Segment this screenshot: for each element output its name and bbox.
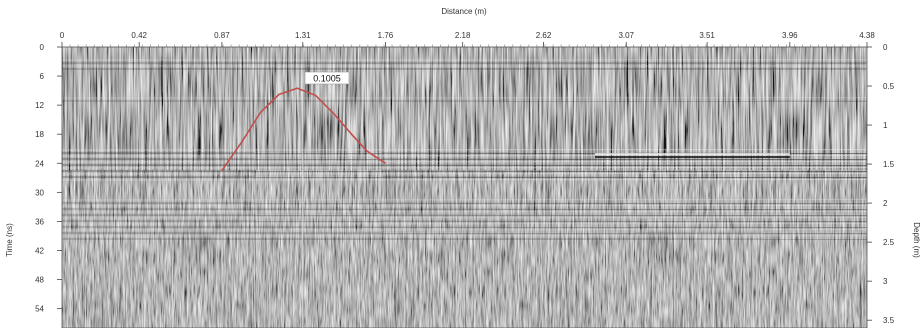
reflector-line [62,204,867,207]
y-axis-depth-title: Depth (m) [912,222,921,258]
y-axis-depth: 0 0.5 1 1.5 2 2.5 3 3.5 [867,43,895,325]
y-left-tick-label: 30 [35,188,44,197]
x-axis: 0 0.42 0.87 1.31 1.76 2.18 2.62 3.07 3.51 3.96 4.3… [60,31,875,47]
x-tick-label: 0.87 [214,31,230,40]
y-left-tick-label: 48 [35,276,44,285]
reflector-line [62,176,867,179]
y-left-tick-label: 36 [35,217,44,226]
y-left-tick-label: 24 [35,159,44,168]
y-axis-time: 0 6 12 18 24 30 36 42 48 54 [35,43,62,314]
reflector-line [62,170,867,173]
y-right-tick-label: 3 [883,277,888,286]
y-right-tick-label: 2.5 [883,238,895,247]
reflector-line [62,202,867,205]
reflector-line [62,158,867,161]
reflector-line [62,160,867,163]
y-right-tick-label: 3.5 [883,316,895,325]
y-axis-time-title: Time (ns) [5,223,14,257]
reflector-bands [62,59,867,240]
x-tick-label: 0.42 [131,31,147,40]
velocity-label: 0.1005 [304,71,350,85]
x-tick-label: 4.38 [859,31,875,40]
reflector-line [62,198,867,201]
x-axis-title: Distance (m) [441,7,487,16]
y-right-tick-label: 1.5 [883,160,895,169]
x-tick-label: 3.51 [699,31,715,40]
x-tick-label: 2.62 [536,31,552,40]
reflector-line [62,220,867,223]
y-right-tick-label: 0 [883,43,888,52]
y-right-tick-label: 1 [883,121,888,130]
reflector-line [62,166,867,169]
x-tick-label: 3.07 [618,31,634,40]
x-tick-label: 1.76 [378,31,394,40]
y-right-tick-label: 2 [883,199,888,208]
reflector-line [62,214,867,217]
x-tick-label: 1.31 [295,31,311,40]
x-tick-label: 3.96 [782,31,798,40]
y-left-tick-label: 12 [35,101,44,110]
y-left-tick-label: 0 [40,43,45,52]
reflector-line [62,210,867,213]
reflector-line [62,208,867,211]
y-left-tick-label: 6 [40,72,45,81]
y-right-tick-label: 0.5 [883,82,895,91]
x-tick-label: 2.18 [455,31,471,40]
y-left-tick-label: 42 [35,246,44,255]
reflector-line [62,172,867,175]
reflector-line [62,216,867,219]
reflector-line [62,154,867,157]
reflector-line [62,164,867,167]
y-left-tick-label: 18 [35,130,44,139]
y-left-tick-label: 54 [35,305,44,314]
radargram-image [62,47,867,328]
hyperbola-fit-curve [221,87,386,171]
x-tick-label: 0 [60,31,65,40]
velocity-value: 0.1005 [313,74,341,84]
